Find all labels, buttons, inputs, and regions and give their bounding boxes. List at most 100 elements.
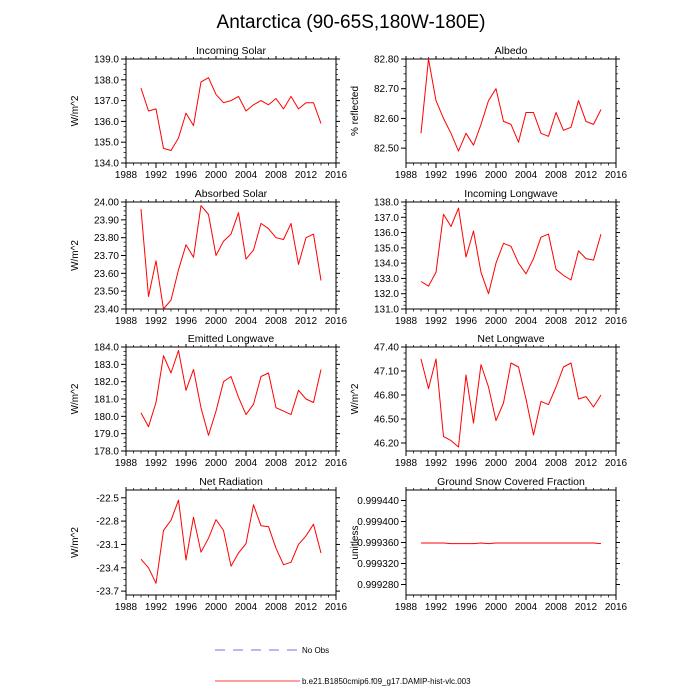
x-tick-label: 1996 (455, 316, 478, 327)
series-line (420, 58, 602, 152)
legend: No Obs b.e21.B1850cmip6.f09_g17.DAMIP-hi… (215, 646, 471, 686)
x-tick-label: 2008 (265, 458, 288, 469)
y-axis-label: W/m^2 (70, 527, 81, 558)
panel-5: Emitted Longwave 1988 1992 1996 2000 2004 2008… (70, 333, 348, 469)
y-tick-label: 181.0 (94, 395, 119, 406)
y-tick-label: 23.80 (94, 233, 119, 244)
plot-frame (125, 489, 337, 596)
x-tick-label: 2008 (265, 316, 288, 327)
y-tick-label: 134.0 (374, 259, 399, 270)
x-tick-label: 1992 (425, 170, 448, 181)
y-tick-label: 135.0 (374, 243, 399, 254)
series-line (140, 205, 322, 310)
x-tick-label: 1988 (395, 602, 418, 613)
x-tick-label: 2000 (485, 316, 508, 327)
x-tick-label: 2004 (235, 602, 258, 613)
y-tick-label: 179.0 (94, 429, 119, 440)
x-tick-label: 2004 (235, 170, 258, 181)
y-tick-label: 137.0 (374, 213, 399, 224)
y-tick-label: 0.999320 (357, 559, 399, 570)
x-tick-label: 1996 (455, 170, 478, 181)
x-tick-label: 2012 (295, 458, 318, 469)
y-tick-label: 138.0 (374, 198, 399, 209)
y-tick-label: 134.0 (94, 159, 119, 170)
panel-title: Ground Snow Covered Fraction (437, 476, 585, 488)
legend-label-model-run: b.e21.B1850cmip6.f09_g17.DAMIP-hist-vlc.… (302, 677, 471, 686)
x-tick-label: 2008 (265, 170, 288, 181)
plot-frame (125, 346, 337, 452)
y-tick-label: 180.0 (94, 412, 119, 423)
y-tick-label: 23.70 (94, 251, 119, 262)
x-tick-label: 1992 (425, 458, 448, 469)
series-line (140, 350, 322, 436)
x-tick-label: 1988 (115, 458, 138, 469)
panel-3: Absorbed Solar 1988 1992 1996 2000 2004 2008 20… (70, 188, 348, 327)
x-tick-label: 2008 (545, 316, 568, 327)
y-tick-label: 23.90 (94, 215, 119, 226)
y-axis-label: W/m^2 (70, 240, 81, 271)
y-tick-label: 82.70 (374, 84, 399, 95)
x-tick-label: 1996 (455, 458, 478, 469)
x-tick-label: 1992 (145, 316, 168, 327)
panel-6: Net Longwave 1988 1992 1996 2000 2004 2008 2012… (350, 333, 628, 469)
x-tick-label: 2000 (205, 458, 228, 469)
y-tick-label: 0.999440 (357, 496, 399, 507)
y-tick-label: 0.999360 (357, 538, 399, 549)
panel-1: Incoming Solar 1988 1992 1996 2000 2004 2008 20… (70, 45, 348, 181)
x-tick-label: 1992 (145, 170, 168, 181)
x-tick-label: 2000 (485, 602, 508, 613)
y-axis-label: W/m^2 (70, 383, 81, 414)
y-tick-label: -23.7 (96, 587, 119, 598)
y-axis-label: W/m^2 (70, 95, 81, 126)
y-tick-label: 139.0 (94, 55, 119, 66)
y-tick-label: 135.0 (94, 138, 119, 149)
panel-title: Net Radiation (199, 476, 263, 488)
y-axis-label: W/m^2 (350, 383, 361, 414)
plot-frame (125, 201, 337, 310)
x-tick-label: 2008 (545, 602, 568, 613)
x-tick-label: 1988 (115, 602, 138, 613)
x-tick-label: 2000 (205, 170, 228, 181)
plot-frame (405, 58, 617, 164)
x-tick-label: 2016 (605, 316, 628, 327)
panel-title: Incoming Solar (196, 45, 267, 57)
x-tick-label: 1996 (175, 170, 198, 181)
y-tick-label: 23.40 (94, 305, 119, 316)
y-tick-label: 183.0 (94, 360, 119, 371)
series-line (140, 77, 322, 151)
x-tick-label: 2016 (605, 170, 628, 181)
panel-2: Albedo 1988 1992 1996 2000 2004 2008 2012 2016 82… (350, 45, 628, 181)
y-tick-label: -22.8 (96, 517, 119, 528)
y-tick-label: 131.0 (374, 305, 399, 316)
y-tick-label: 136.0 (94, 117, 119, 128)
x-tick-label: 2016 (325, 316, 348, 327)
x-tick-label: 1988 (115, 316, 138, 327)
panel-4: Incoming Longwave 1988 1992 1996 2000 2004 200… (374, 188, 628, 327)
x-tick-label: 1996 (175, 316, 198, 327)
y-tick-label: 133.0 (374, 274, 399, 285)
series-line (420, 207, 602, 295)
y-tick-label: 182.0 (94, 377, 119, 388)
y-tick-label: 24.00 (94, 198, 119, 209)
panel-title: Albedo (495, 45, 528, 57)
y-tick-label: 82.80 (374, 55, 399, 66)
x-tick-label: 2016 (325, 602, 348, 613)
x-tick-label: 2012 (575, 458, 598, 469)
x-tick-label: 1996 (175, 602, 198, 613)
x-tick-label: 1996 (455, 602, 478, 613)
y-tick-label: 82.60 (374, 114, 399, 125)
x-tick-label: 1988 (395, 170, 418, 181)
y-tick-label: 178.0 (94, 447, 119, 458)
panel-title: Incoming Longwave (464, 188, 558, 200)
x-tick-label: 2008 (545, 458, 568, 469)
x-tick-label: 2016 (605, 602, 628, 613)
x-tick-label: 2004 (515, 170, 538, 181)
x-tick-label: 1988 (395, 316, 418, 327)
panel-title: Net Longwave (477, 333, 544, 345)
x-tick-label: 1988 (115, 170, 138, 181)
y-tick-label: 46.20 (374, 439, 399, 450)
panel-8: Ground Snow Covered Fraction 1988 1992 1996… (350, 476, 628, 613)
figure-title: Antarctica (90-65S,180W-180E) (217, 12, 486, 33)
x-tick-label: 1988 (395, 458, 418, 469)
